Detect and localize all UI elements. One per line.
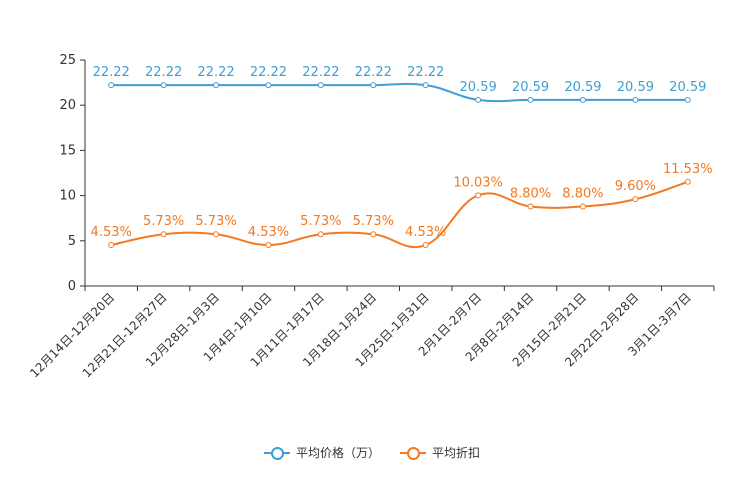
data-label-0: 22.22 <box>355 65 392 80</box>
legend-discount-label: 平均折扣 <box>432 446 481 460</box>
data-label-1: 9.60% <box>615 179 656 194</box>
data-point-1[interactable] <box>317 231 324 238</box>
data-label-1: 11.53% <box>663 162 713 177</box>
data-point-1[interactable] <box>265 242 272 249</box>
data-label-1: 5.73% <box>143 214 184 229</box>
chart-legend: 平均价格（万） 平均折扣 <box>0 444 744 461</box>
data-label-1: 4.53% <box>405 225 446 240</box>
y-tick-label: 0 <box>68 279 76 294</box>
x-tick-label: 12月14日-12月20日 <box>27 290 117 380</box>
data-point-0[interactable] <box>370 82 377 89</box>
data-point-0[interactable] <box>213 82 220 89</box>
series-line-1 <box>111 180 689 248</box>
data-point-0[interactable] <box>684 96 691 103</box>
data-point-0[interactable] <box>527 96 534 103</box>
series-line-0 <box>111 82 688 103</box>
y-tick-label: 10 <box>59 189 76 204</box>
data-label-1: 5.73% <box>300 214 341 229</box>
data-label-1: 4.53% <box>91 225 132 240</box>
data-label-0: 20.59 <box>564 80 601 95</box>
data-label-0: 22.22 <box>93 65 130 80</box>
legend-item-discount[interactable]: 平均折扣 <box>400 444 480 461</box>
data-label-0: 22.22 <box>197 65 234 80</box>
data-point-0[interactable] <box>108 82 115 89</box>
data-point-1[interactable] <box>213 231 220 238</box>
data-point-1[interactable] <box>579 203 586 210</box>
data-label-0: 22.22 <box>145 65 182 80</box>
legend-price-label: 平均价格（万） <box>295 446 380 460</box>
data-label-0: 22.22 <box>250 65 287 80</box>
data-point-1[interactable] <box>632 196 639 203</box>
data-point-0[interactable] <box>632 96 639 103</box>
data-point-1[interactable] <box>527 203 534 210</box>
data-point-0[interactable] <box>317 82 324 89</box>
legend-price-marker-icon <box>263 446 290 460</box>
data-label-0: 20.59 <box>617 80 654 95</box>
data-label-0: 20.59 <box>512 80 549 95</box>
data-point-1[interactable] <box>160 231 167 238</box>
data-label-1: 5.73% <box>353 214 394 229</box>
data-point-0[interactable] <box>265 82 272 89</box>
legend-item-price[interactable]: 平均价格（万） <box>263 444 380 461</box>
y-tick-label: 5 <box>68 234 76 249</box>
legend-discount-marker-icon <box>400 446 426 460</box>
y-tick-label: 20 <box>59 98 76 113</box>
data-point-1[interactable] <box>422 242 429 249</box>
data-label-0: 20.59 <box>460 80 497 95</box>
data-label-1: 5.73% <box>195 214 236 229</box>
data-label-1: 4.53% <box>248 225 289 240</box>
data-point-0[interactable] <box>475 96 482 103</box>
data-label-0: 20.59 <box>669 80 706 95</box>
data-point-1[interactable] <box>684 178 691 185</box>
y-tick-label: 15 <box>59 143 76 158</box>
data-label-1: 10.03% <box>453 175 503 190</box>
data-point-0[interactable] <box>160 82 167 89</box>
data-label-0: 22.22 <box>302 65 339 80</box>
y-tick-label: 25 <box>59 53 76 68</box>
data-point-1[interactable] <box>370 231 377 238</box>
data-label-0: 22.22 <box>407 65 444 80</box>
data-label-1: 8.80% <box>510 186 551 201</box>
data-point-0[interactable] <box>422 82 429 89</box>
data-point-1[interactable] <box>108 242 115 249</box>
data-label-1: 8.80% <box>562 186 603 201</box>
data-point-1[interactable] <box>475 192 482 199</box>
data-point-0[interactable] <box>579 96 586 103</box>
